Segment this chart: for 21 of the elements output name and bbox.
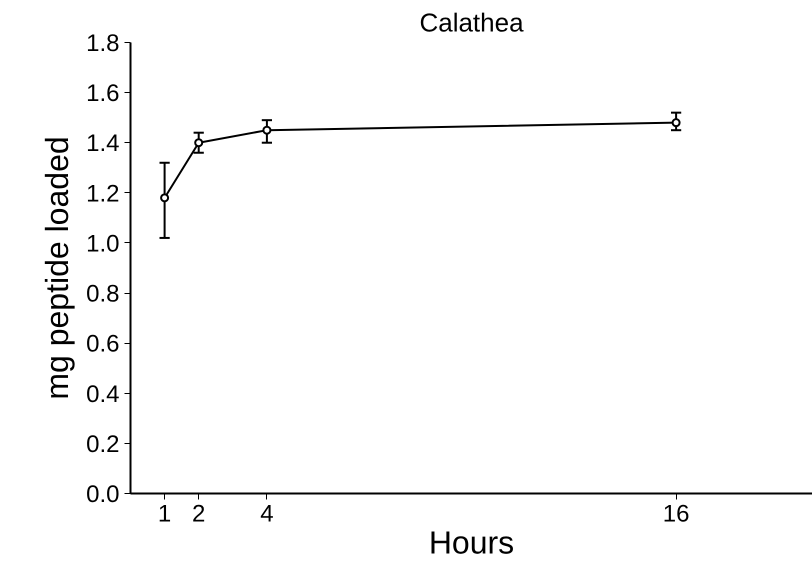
- x-tick-label: 4: [260, 500, 274, 528]
- x-tick-label: 2: [192, 500, 206, 528]
- y-tick-label: 1.6: [86, 80, 120, 108]
- chart-title: Calathea: [419, 8, 524, 38]
- y-tick-label: 0.4: [86, 380, 120, 408]
- point: [262, 126, 272, 135]
- y-tick-label: 1.4: [86, 130, 120, 158]
- point: [194, 138, 204, 148]
- point: [672, 118, 681, 128]
- point: [160, 193, 170, 202]
- y-tick-label: 0.6: [86, 330, 120, 358]
- y-tick-label: 1.8: [86, 30, 120, 57]
- y-tick-label: 1.2: [86, 180, 120, 208]
- y-tick-label: 0.2: [86, 430, 120, 458]
- y-tick-label: 0.8: [86, 280, 120, 308]
- x-tick-label: 1: [158, 500, 172, 528]
- y-tick-label: 1.0: [86, 230, 120, 258]
- x-axis-title: Hours: [428, 524, 514, 560]
- y-tick-label: 0.0: [86, 481, 120, 508]
- y-axis-title: mg peptide loaded: [39, 136, 76, 400]
- x-tick-label: 16: [662, 500, 690, 528]
